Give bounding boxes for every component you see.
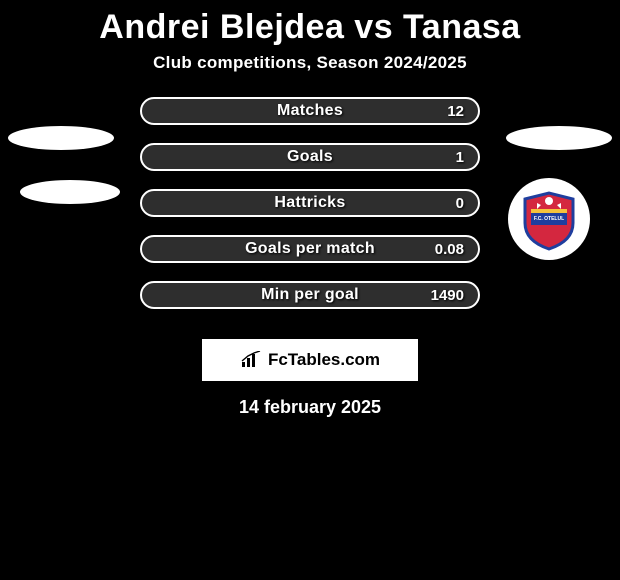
stat-label: Goals (287, 148, 333, 166)
main-container: Andrei Blejdea vs Tanasa Club competitio… (0, 0, 620, 418)
stat-row: Matches 12 (0, 97, 620, 143)
stat-bar-hattricks: Hattricks 0 (140, 189, 480, 217)
stat-value: 0.08 (435, 241, 464, 258)
page-subtitle: Club competitions, Season 2024/2025 (0, 53, 620, 97)
bar-chart-icon (240, 351, 262, 369)
stat-value: 1 (456, 149, 464, 166)
stat-value: 1490 (431, 287, 464, 304)
stat-value: 0 (456, 195, 464, 212)
stat-bar-matches: Matches 12 (140, 97, 480, 125)
stat-row: Min per goal 1490 (0, 281, 620, 327)
footer-logo-text: FcTables.com (268, 350, 380, 370)
stat-bar-goals: Goals 1 (140, 143, 480, 171)
footer-logo[interactable]: FcTables.com (202, 339, 418, 381)
stat-row: Goals per match 0.08 (0, 235, 620, 281)
stats-area: Matches 12 Goals 1 Hattricks 0 Goals per… (0, 97, 620, 327)
page-title: Andrei Blejdea vs Tanasa (0, 0, 620, 53)
stat-label: Goals per match (245, 240, 375, 258)
stat-label: Min per goal (261, 286, 359, 304)
stat-row: Hattricks 0 (0, 189, 620, 235)
stat-value: 12 (447, 103, 464, 120)
stat-label: Matches (277, 102, 343, 120)
footer-logo-wrap: FcTables.com (0, 339, 620, 381)
stat-label: Hattricks (274, 194, 345, 212)
stat-bar-min-per-goal: Min per goal 1490 (140, 281, 480, 309)
footer-date: 14 february 2025 (0, 397, 620, 418)
stat-bar-goals-per-match: Goals per match 0.08 (140, 235, 480, 263)
stat-row: Goals 1 (0, 143, 620, 189)
